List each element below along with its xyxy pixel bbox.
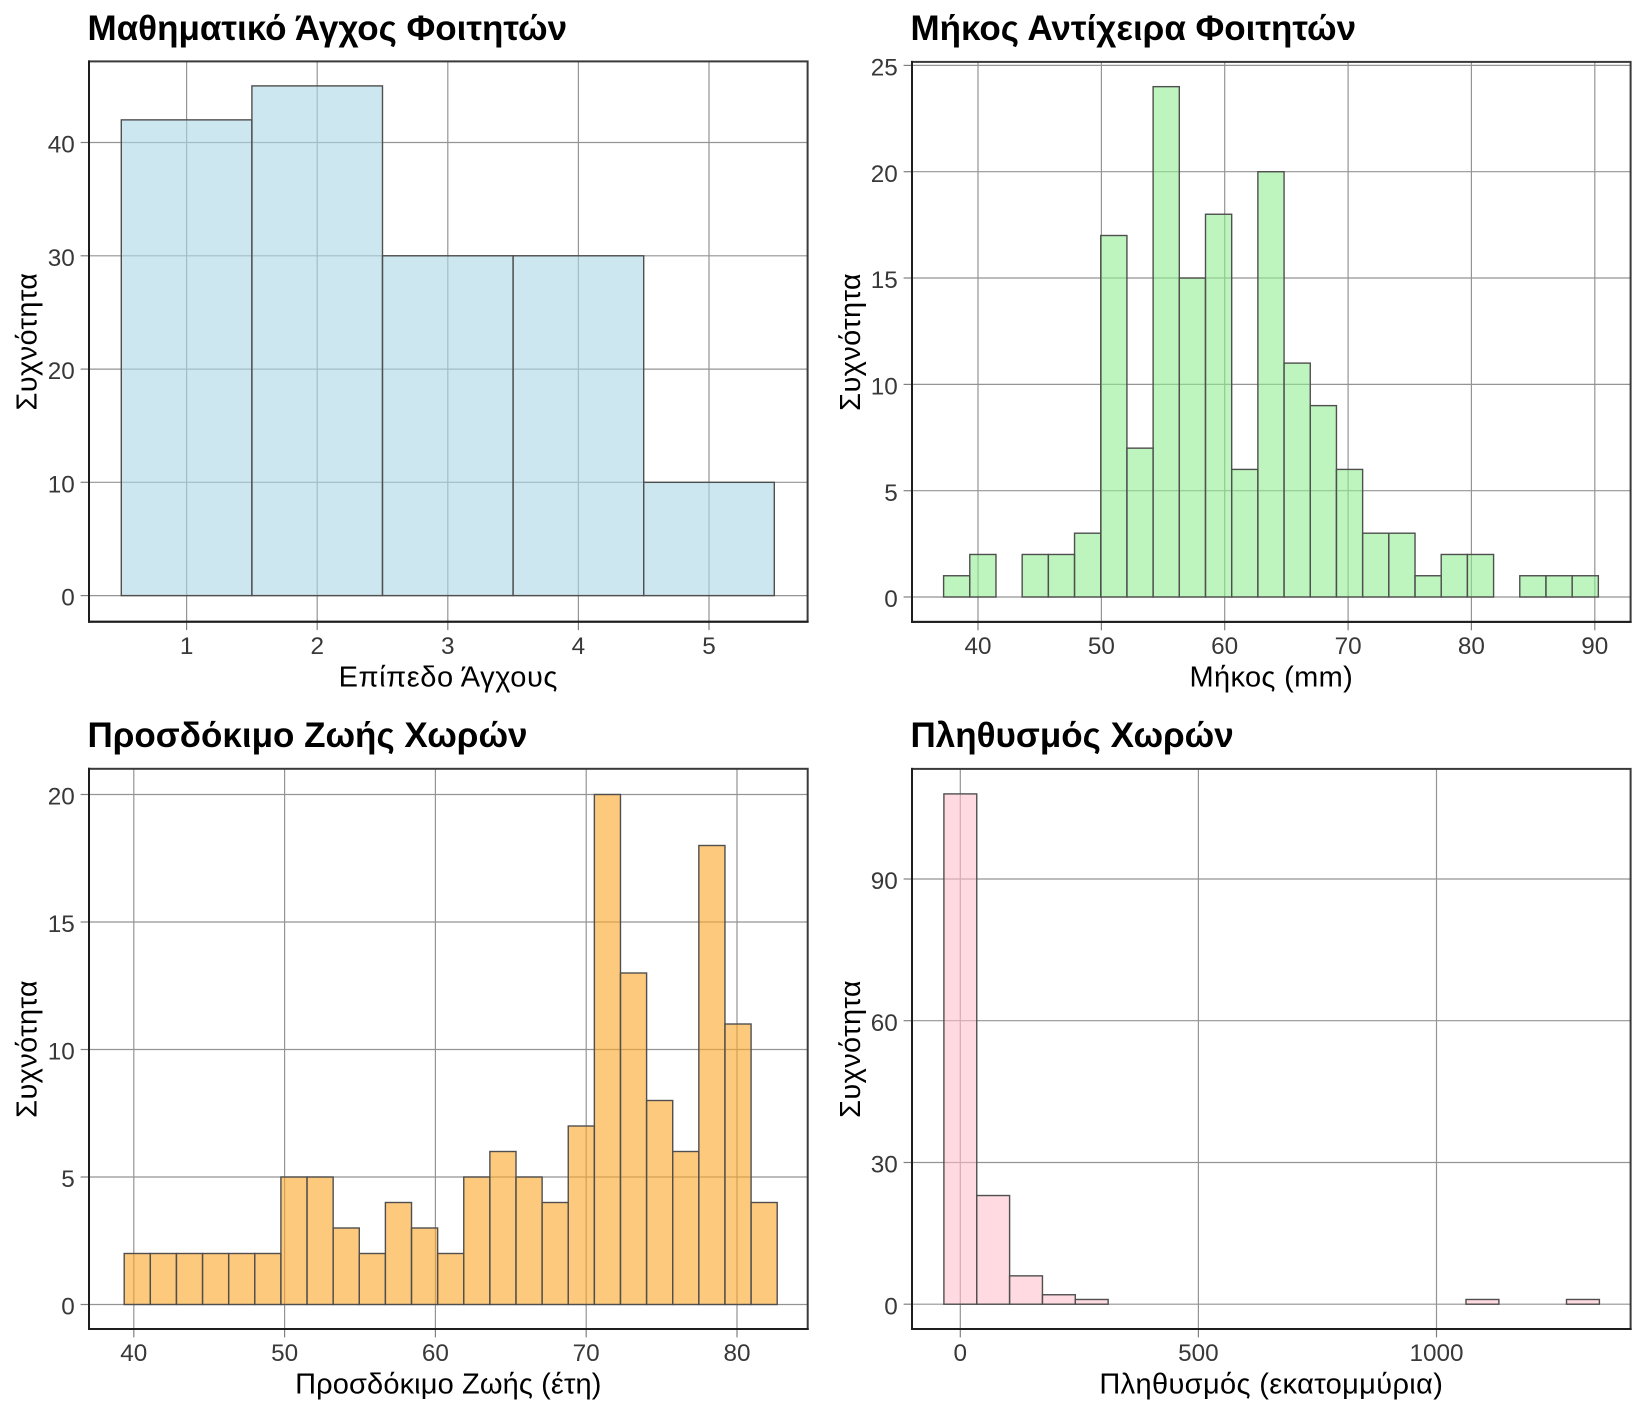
svg-text:40: 40 bbox=[120, 1340, 147, 1367]
svg-text:Συχνότητα: Συχνότητα bbox=[12, 273, 44, 411]
svg-text:5: 5 bbox=[702, 633, 716, 660]
svg-text:Προσδόκιμο Ζωής Χωρών: Προσδόκιμο Ζωής Χωρών bbox=[88, 716, 528, 755]
svg-text:60: 60 bbox=[871, 1010, 898, 1037]
svg-text:20: 20 bbox=[48, 358, 75, 385]
svg-text:0: 0 bbox=[954, 1340, 968, 1367]
svg-text:Προσδόκιμο Ζωής (έτη): Προσδόκιμο Ζωής (έτη) bbox=[295, 1369, 601, 1401]
svg-text:1000: 1000 bbox=[1409, 1340, 1463, 1367]
svg-text:Συχνότητα: Συχνότητα bbox=[835, 980, 867, 1118]
svg-text:10: 10 bbox=[871, 374, 898, 401]
svg-text:80: 80 bbox=[723, 1340, 750, 1367]
svg-text:30: 30 bbox=[871, 1152, 898, 1179]
svg-text:15: 15 bbox=[871, 267, 898, 294]
svg-text:60: 60 bbox=[422, 1340, 449, 1367]
svg-text:Μήκος Αντίχειρα Φοιτητών: Μήκος Αντίχειρα Φοιτητών bbox=[911, 9, 1357, 48]
svg-text:30: 30 bbox=[48, 245, 75, 272]
svg-text:25: 25 bbox=[871, 55, 898, 82]
svg-text:2: 2 bbox=[310, 633, 324, 660]
svg-text:15: 15 bbox=[48, 911, 75, 938]
svg-text:70: 70 bbox=[573, 1340, 600, 1367]
svg-text:Επίπεδο Άγχους: Επίπεδο Άγχους bbox=[339, 661, 558, 693]
svg-text:1: 1 bbox=[180, 633, 194, 660]
svg-text:10: 10 bbox=[48, 1039, 75, 1066]
svg-text:0: 0 bbox=[61, 1294, 75, 1321]
svg-text:10: 10 bbox=[48, 471, 75, 498]
svg-text:0: 0 bbox=[61, 585, 75, 612]
svg-text:Μήκος (mm): Μήκος (mm) bbox=[1190, 662, 1354, 694]
svg-text:4: 4 bbox=[572, 633, 586, 660]
svg-text:0: 0 bbox=[884, 586, 898, 613]
svg-text:0: 0 bbox=[884, 1293, 898, 1320]
svg-text:Μαθηματικό Άγχος Φοιτητών: Μαθηματικό Άγχος Φοιτητών bbox=[88, 9, 568, 48]
svg-text:20: 20 bbox=[48, 784, 75, 811]
svg-text:Πληθυσμός (εκατομμύρια): Πληθυσμός (εκατομμύρια) bbox=[1099, 1369, 1443, 1401]
svg-text:60: 60 bbox=[1211, 633, 1238, 660]
svg-text:50: 50 bbox=[1088, 633, 1115, 660]
svg-text:Συχνότητα: Συχνότητα bbox=[12, 980, 44, 1118]
svg-text:5: 5 bbox=[61, 1166, 75, 1193]
svg-text:40: 40 bbox=[964, 633, 991, 660]
svg-text:80: 80 bbox=[1458, 633, 1485, 660]
svg-text:90: 90 bbox=[871, 868, 898, 895]
svg-text:Πληθυσμός Χωρών: Πληθυσμός Χωρών bbox=[911, 716, 1234, 755]
svg-text:20: 20 bbox=[871, 161, 898, 188]
svg-text:Συχνότητα: Συχνότητα bbox=[835, 273, 867, 411]
svg-text:90: 90 bbox=[1581, 633, 1608, 660]
svg-text:3: 3 bbox=[441, 633, 455, 660]
svg-text:50: 50 bbox=[271, 1340, 298, 1367]
svg-text:5: 5 bbox=[884, 480, 898, 507]
svg-text:40: 40 bbox=[48, 132, 75, 159]
svg-text:500: 500 bbox=[1178, 1340, 1219, 1367]
svg-text:70: 70 bbox=[1335, 633, 1362, 660]
